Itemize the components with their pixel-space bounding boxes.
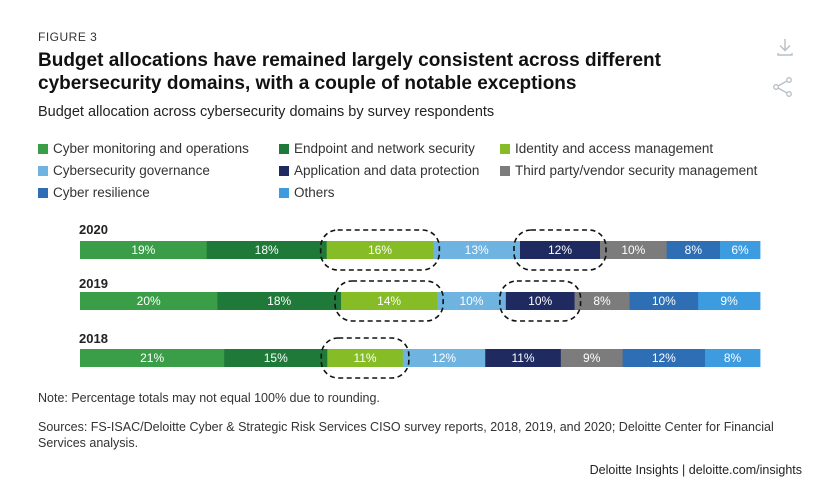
bar-2020-identity-and-access-management [326,241,434,259]
data-label-2018-third-party-vendor-security-management: 9% [583,351,601,365]
bar-2018-cyber-monitoring-and-operations [80,349,225,367]
data-label-2019-cyber-resilience: 10% [652,294,676,308]
legend-label: Third party/vendor security management [515,163,758,178]
data-label-2018-cyber-monitoring-and-operations: 21% [140,351,164,365]
highlight-2020-identity-and-access-management [319,229,441,271]
bar-2018-third-party-vendor-security-management [560,349,624,367]
data-label-2018-cyber-resilience: 12% [652,351,676,365]
legend-swatch [38,143,48,154]
chart-subtitle: Budget allocation across cybersecurity d… [38,104,495,120]
data-label-2020-cyber-resilience: 8% [685,243,703,257]
sources-text: Sources: FS-ISAC/Deloitte Cyber & Strate… [38,420,774,450]
highlight-2018-identity-and-access-management [320,337,410,379]
legend-swatch [38,165,48,176]
brand-credit: Deloitte Insights | deloitte.com/insight… [589,463,802,477]
data-label-2020-third-party-vendor-security-management: 10% [621,243,645,257]
data-label-2020-cyber-monitoring-and-operations: 19% [131,243,155,257]
data-label-2020-endpoint-and-network-security: 18% [255,243,279,257]
share-icon[interactable] [772,76,794,98]
bar-2018-endpoint-and-network-security [224,349,328,367]
legend-item-endpoint-network: Endpoint and network security [279,141,475,156]
bar-2019-cybersecurity-governance [437,292,507,310]
data-label-2020-application-and-data-protection: 12% [548,243,572,257]
legend-label: Endpoint and network security [294,141,475,156]
bar-2020-third-party-vendor-security-management [600,241,668,259]
data-label-2020-cybersecurity-governance: 13% [465,243,489,257]
year-label-2018: 2018 [79,331,108,346]
bar-2018-application-and-data-protection [485,349,562,367]
bar-2019-application-and-data-protection [505,292,575,310]
legend-item-identity-access: Identity and access management [500,141,713,156]
legend-swatch [279,143,289,154]
bar-2020-endpoint-and-network-security [206,241,328,259]
bar-2020-cybersecurity-governance [433,241,521,259]
bar-2019-others [698,292,761,310]
bar-2020-cyber-monitoring-and-operations [80,241,208,259]
legend-item-cyber-resilience: Cyber resilience [38,185,150,200]
bar-2019-third-party-vendor-security-management [574,292,630,310]
bar-2019-endpoint-and-network-security [217,292,342,310]
bar-2018-identity-and-access-management [327,349,404,367]
bar-2019-cyber-resilience [629,292,699,310]
legend-label: Others [294,185,335,200]
bar-2018-cyber-resilience [622,349,706,367]
legend-item-third-party: Third party/vendor security management [500,163,757,178]
legend-label: Application and data protection [294,163,480,178]
figure-label: FIGURE 3 [38,30,98,44]
bar-2018-cybersecurity-governance [402,349,486,367]
legend-swatch [279,187,289,198]
legend-swatch [500,143,510,154]
data-label-2018-cybersecurity-governance: 12% [432,351,456,365]
legend-swatch [279,165,289,176]
data-label-2019-identity-and-access-management: 14% [377,294,401,308]
bar-2020-others [720,241,761,259]
legend-swatch [500,165,510,176]
chart-title: Budget allocations have remained largely… [38,50,661,94]
data-label-2019-third-party-vendor-security-management: 8% [593,294,611,308]
bar-2018-others [705,349,761,367]
data-label-2018-others: 8% [724,351,742,365]
data-label-2019-cyber-monitoring-and-operations: 20% [137,294,161,308]
data-label-2019-others: 9% [720,294,738,308]
legend-label: Identity and access management [515,141,714,156]
data-label-2018-identity-and-access-management: 11% [353,351,376,365]
highlight-2019-identity-and-access-management [334,280,444,322]
footnote: Note: Percentage totals may not equal 10… [38,391,380,405]
legend-swatch [38,187,48,198]
legend-item-cyber-monitoring: Cyber monitoring and operations [38,141,249,156]
highlight-2019-application-and-data-protection [499,280,582,322]
data-label-2018-endpoint-and-network-security: 15% [264,351,288,365]
legend-label: Cybersecurity governance [53,163,210,178]
data-label-2020-identity-and-access-management: 16% [368,243,392,257]
data-label-2019-endpoint-and-network-security: 18% [267,294,291,308]
legend-item-governance: Cybersecurity governance [38,163,210,178]
data-label-2020-others: 6% [731,243,749,257]
data-label-2018-application-and-data-protection: 11% [511,351,534,365]
year-label-2019: 2019 [79,276,108,291]
data-label-2019-cybersecurity-governance: 10% [460,294,484,308]
highlight-2020-application-and-data-protection [513,229,607,271]
legend-label: Cyber monitoring and operations [53,141,249,156]
legend-item-others: Others [279,185,335,200]
bar-2019-identity-and-access-management [341,292,438,310]
download-icon[interactable] [774,36,796,58]
legend-item-app-data-protection: Application and data protection [279,163,479,178]
bar-2020-application-and-data-protection [520,241,601,259]
bar-2019-cyber-monitoring-and-operations [80,292,218,310]
legend-label: Cyber resilience [53,185,150,200]
bar-2020-cyber-resilience [666,241,721,259]
year-label-2020: 2020 [79,222,108,237]
data-label-2019-application-and-data-protection: 10% [528,294,552,308]
